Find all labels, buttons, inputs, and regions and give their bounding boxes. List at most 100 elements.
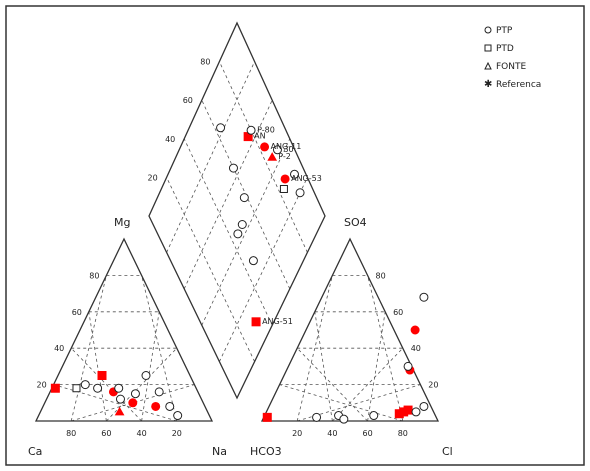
anion-grid-b-2 — [367, 311, 386, 422]
diamond-grid-v-1 — [183, 138, 273, 326]
cation-grid-a-2 — [70, 347, 142, 422]
diamond-grid-v-3 — [219, 61, 308, 253]
cation-left-tick-0: 20 — [37, 381, 47, 390]
anion-right-tick-3: 80 — [376, 271, 386, 280]
cation-left-tick-1: 40 — [54, 344, 64, 353]
cation-point-1 — [97, 371, 107, 380]
diamond-point-3 — [246, 125, 256, 135]
legend-label-ptp: PTP — [496, 26, 513, 36]
legend-open-square-icon — [484, 44, 492, 52]
legend-entry-ptp: PTP — [484, 26, 513, 36]
anion-point-0 — [262, 412, 272, 422]
anion-point-11 — [419, 401, 429, 411]
anion-point-3 — [394, 409, 404, 419]
diamond-point-10 — [233, 229, 243, 239]
legend-label-referenca: Referenca — [496, 80, 541, 90]
legend-filled-star-icon: ✱ — [484, 79, 492, 90]
anion-bottom-tick-1: 40 — [327, 429, 337, 438]
cation-triangle-outline — [34, 237, 214, 422]
diamond-point-12 — [237, 220, 247, 229]
cation-left-tick-3: 80 — [89, 271, 99, 280]
cation-bottom-tick-0: 80 — [66, 429, 76, 438]
diamond-point-5 — [267, 152, 278, 161]
anion-point-2 — [403, 405, 413, 415]
diamond-point-2 — [260, 142, 270, 152]
diamond-point-label-4: ANG-53 — [291, 174, 322, 183]
diamond-point-7 — [216, 123, 226, 133]
diamond-point-label-0: ANG-51 — [262, 317, 293, 326]
cation-grid-b-3 — [141, 275, 178, 422]
cation-grid-a-1 — [88, 311, 107, 422]
legend-open-triangle-icon — [484, 61, 492, 70]
legend-label-ptd: PTD — [496, 44, 514, 54]
anion-point-12 — [419, 292, 429, 302]
cation-grid-a-0 — [70, 275, 107, 422]
anion-bottom-tick-3: 80 — [398, 429, 408, 438]
anion-top-label: SO4 — [344, 216, 367, 229]
diamond-point-label-6: 30 — [283, 145, 293, 154]
diamond-outline — [148, 21, 326, 400]
diamond-point-11 — [248, 256, 258, 266]
cation-point-0 — [50, 383, 60, 393]
diagram-outlines — [34, 21, 440, 422]
anion-bottom-tick-2: 60 — [363, 429, 373, 438]
diamond-grid-u-0 — [219, 177, 308, 362]
diamond-grid-u-1 — [201, 138, 291, 326]
diamond-grid-u-3 — [166, 61, 255, 253]
legend-open-circle-icon — [484, 26, 492, 34]
cation-point-6 — [80, 380, 90, 390]
cation-point-14 — [72, 384, 81, 393]
diamond-point-label-1: AN — [254, 132, 265, 141]
anion-bottom-tick-0: 20 — [292, 429, 302, 438]
anion-right-tick-0: 20 — [428, 381, 438, 390]
cation-left-label: Ca — [28, 445, 42, 458]
diamond-left-tick-2: 60 — [183, 96, 193, 105]
cation-bottom-tick-3: 20 — [172, 429, 182, 438]
tick-labels: 80 20 20 20 20 60 40 40 40 40 40 60 60 60 60 20 80 80 80 80 — [37, 58, 439, 438]
cation-grid-b-2 — [141, 311, 160, 422]
cation-point-11 — [154, 387, 164, 397]
cation-top-label: Mg — [114, 216, 130, 229]
diamond-point-15 — [289, 169, 299, 179]
anion-grid-a-2 — [296, 347, 368, 422]
diamond-point-8 — [228, 163, 238, 173]
diamond-point-4 — [280, 174, 290, 184]
anion-point-9 — [369, 411, 379, 421]
cation-point-4 — [151, 401, 161, 411]
diamond-point-13 — [295, 188, 305, 198]
anion-grid-b-3 — [367, 275, 404, 422]
cation-bottom-tick-1: 60 — [101, 429, 111, 438]
legend-entry-referenca: ✱ Referenca — [484, 79, 541, 90]
anion-right-tick-2: 60 — [393, 308, 403, 317]
diamond-point-label-5: P-2 — [278, 152, 291, 161]
cation-point-3 — [128, 398, 138, 408]
diamond-grid-u-2 — [183, 100, 273, 289]
anion-grid-a-0 — [296, 275, 333, 422]
anion-right-label: Cl — [442, 445, 453, 458]
legend-label-fonte: FONTE — [496, 62, 526, 72]
anion-right-tick-1: 40 — [411, 344, 421, 353]
cation-point-5 — [114, 406, 125, 416]
anion-point-8 — [339, 414, 349, 424]
data-points — [50, 123, 429, 424]
anion-point-13 — [403, 361, 413, 371]
anion-triangle-outline — [260, 237, 440, 422]
diamond-point-9 — [239, 193, 249, 203]
anion-left-label: HCO3 — [250, 445, 282, 458]
cation-point-9 — [130, 389, 140, 399]
legend: PTP PTD FONTE ✱ Referenca — [484, 26, 541, 90]
diamond-point-label-3: P-80 — [257, 125, 275, 134]
figure-frame — [5, 5, 585, 466]
diamond-point-0 — [251, 317, 261, 327]
cation-point-7 — [93, 383, 103, 393]
diamond-point-6 — [272, 145, 282, 155]
legend-entry-fonte: FONTE — [484, 61, 526, 72]
diamond-left-tick-0: 20 — [148, 173, 158, 182]
diamond-grid-v-0 — [166, 177, 255, 362]
diamond-point-14 — [279, 184, 288, 193]
anion-point-4 — [410, 325, 420, 335]
gridlines — [53, 61, 421, 422]
anion-point-6 — [312, 412, 322, 422]
point-annotations: ANG-51 AN ANG-11 P-80 ANG-53 P-230 — [254, 125, 322, 326]
